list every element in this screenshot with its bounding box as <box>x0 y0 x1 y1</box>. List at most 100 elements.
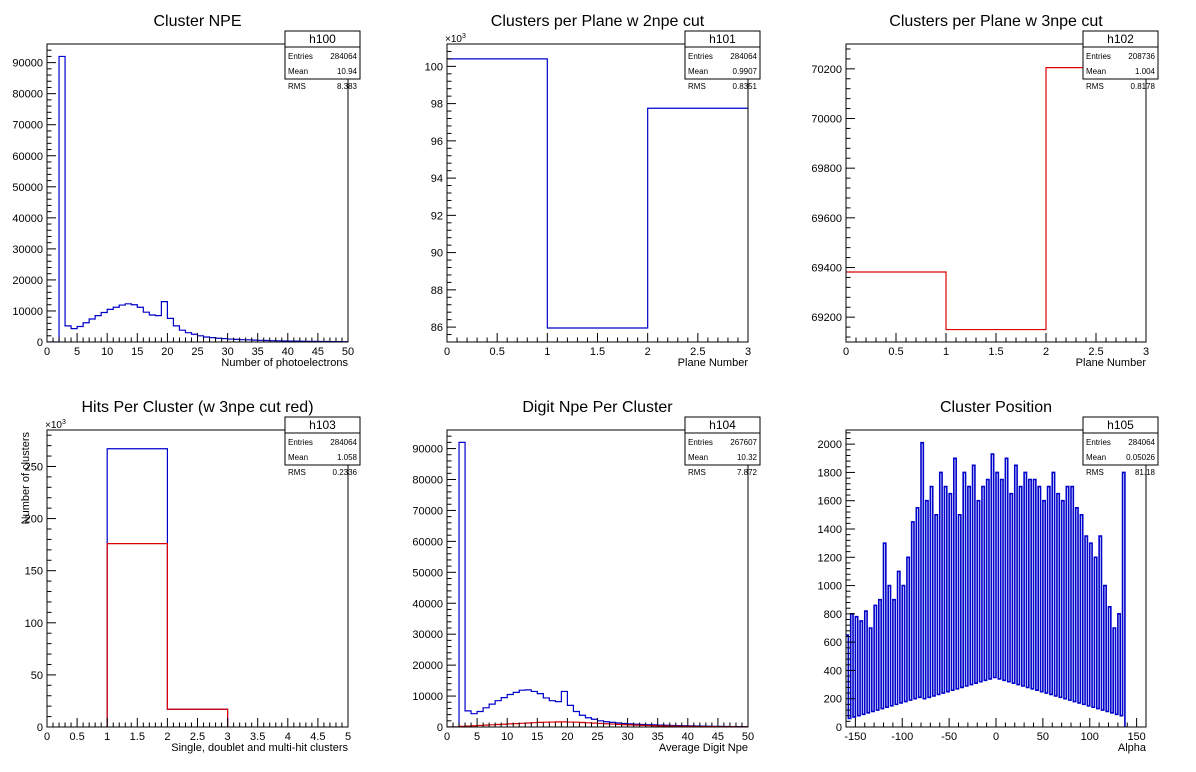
histogram-series-line <box>846 441 1126 727</box>
x-tick-label: 35 <box>252 346 264 358</box>
y-tick-label: 400 <box>824 665 842 677</box>
x-tick-label: 4.5 <box>310 731 325 743</box>
y-tick-label: 94 <box>431 173 443 185</box>
y-tick-label: 1600 <box>818 496 842 508</box>
stats-row-value: 10.94 <box>337 67 358 76</box>
stats-row-label: Mean <box>688 67 708 76</box>
x-tick-label: 5 <box>74 346 80 358</box>
x-tick-label: 1 <box>544 346 550 358</box>
x-tick-label: 50 <box>1037 731 1049 743</box>
stats-box-frame <box>684 30 761 80</box>
stats-box: h105 Entries 284064 Mean 0.05026 RMS 81.18 <box>1082 416 1159 477</box>
y-tick-label: 80000 <box>412 475 443 487</box>
stats-row-value: 0.9907 <box>733 67 758 76</box>
stats-box-frame <box>1082 30 1159 80</box>
y-tick-label: 70000 <box>412 505 443 517</box>
y-tick-label: 600 <box>824 637 842 649</box>
y-axis-label: Number of clusters <box>20 432 32 525</box>
y-tick-label: 50000 <box>12 182 43 194</box>
y-tick-label: 150 <box>25 566 43 578</box>
stats-row-value: 208736 <box>1128 52 1155 61</box>
histogram-series-line <box>47 55 348 342</box>
y-tick-label: 30000 <box>412 629 443 641</box>
x-tick-label: 2 <box>645 346 651 358</box>
x-tick-label: 0.5 <box>490 346 505 358</box>
histogram-panel-h101: Clusters per Plane w 2npe cut 0 0.5 1 1.5 2 2.… <box>425 13 761 369</box>
x-axis-label: Average Digit Npe <box>659 742 748 754</box>
x-axis-label: Plane Number <box>678 357 749 369</box>
x-tick-label: 4 <box>285 731 291 743</box>
y-tick-label: 60000 <box>12 151 43 163</box>
y-tick-label: 50000 <box>412 567 443 579</box>
x-tick-label: 45 <box>712 731 724 743</box>
histogram-panel-h102: Clusters per Plane w 3npe cut 0 0.5 1 1.5 2 2.… <box>811 13 1159 369</box>
stats-row-label: RMS <box>688 82 706 91</box>
y-tick-label: 2000 <box>818 439 842 451</box>
x-axis-label: Alpha <box>1118 742 1147 754</box>
y-tick-label: 0 <box>37 722 43 734</box>
x-tick-label: 2 <box>1043 346 1049 358</box>
x-tick-label: 0 <box>993 731 999 743</box>
panel-title: Digit Npe Per Cluster <box>522 399 673 416</box>
stats-row-value: 1.004 <box>1135 67 1156 76</box>
x-tick-label: -50 <box>941 731 957 743</box>
x-tick-label: 2.5 <box>690 346 705 358</box>
stats-row-label: Mean <box>288 67 308 76</box>
histogram-panel-h105: Cluster Position -150 -100 -50 0 50 100 150 0 200… <box>818 399 1159 754</box>
y-tick-label: 0 <box>836 722 842 734</box>
stats-row-value: 284064 <box>1128 438 1155 447</box>
stats-row-value: 7.872 <box>737 468 758 477</box>
y-tick-label: 1400 <box>818 524 842 536</box>
y-tick-label: 92 <box>431 210 443 222</box>
x-tick-label: 20 <box>561 731 573 743</box>
x-tick-label: 50 <box>342 346 354 358</box>
panel-title: Cluster Position <box>940 399 1052 416</box>
stats-box: h103 Entries 284064 Mean 1.058 RMS 0.2336 <box>284 416 361 477</box>
stats-row-value: 10.32 <box>737 453 758 462</box>
y-tick-label: 1200 <box>818 552 842 564</box>
stats-box-frame <box>1082 416 1159 466</box>
stats-row-value: 284064 <box>330 438 357 447</box>
y-tick-label: 96 <box>431 136 443 148</box>
x-tick-label: 0.5 <box>888 346 903 358</box>
stats-row-label: RMS <box>688 468 706 477</box>
y-tick-label: 70000 <box>811 114 842 126</box>
y-tick-label: 10000 <box>12 306 43 318</box>
x-tick-label: 3.5 <box>250 731 265 743</box>
y-tick-label: 69600 <box>811 213 842 225</box>
histogram-panel-h100: Cluster NPE 0 5 10 15 20 25 30 35 40 45 50 0 10000 200… <box>12 13 361 369</box>
stats-row-label: Mean <box>1086 453 1106 462</box>
stats-row-label: Entries <box>688 438 713 447</box>
panel-title: Clusters per Plane w 2npe cut <box>491 13 705 30</box>
histogram-panel-h103: Hits Per Cluster (w 3npe cut red) 0 0.5 1 1.… <box>20 399 361 754</box>
y-axis-exponent: ×103 <box>45 419 66 431</box>
x-tick-label: 0 <box>444 346 450 358</box>
stats-row-value: 0.2336 <box>333 468 358 477</box>
x-tick-label: 45 <box>312 346 324 358</box>
x-tick-label: 1 <box>943 346 949 358</box>
x-tick-label: 3 <box>225 731 231 743</box>
stats-row-value: 284064 <box>330 52 357 61</box>
panel-title: Clusters per Plane w 3npe cut <box>889 13 1103 30</box>
y-tick-label: 20000 <box>412 660 443 672</box>
stats-box-name: h104 <box>709 418 736 432</box>
y-tick-label: 1000 <box>818 581 842 593</box>
y-tick-label: 800 <box>824 609 842 621</box>
stats-box-name: h103 <box>309 418 336 432</box>
x-tick-label: 0 <box>44 346 50 358</box>
y-tick-label: 250 <box>25 461 43 473</box>
x-tick-label: 50 <box>742 731 754 743</box>
x-tick-label: 150 <box>1127 731 1145 743</box>
x-axis-label: Single, doublet and multi-hit clusters <box>171 742 348 754</box>
x-tick-label: 2 <box>164 731 170 743</box>
x-tick-label: 35 <box>652 731 664 743</box>
x-tick-label: 20 <box>161 346 173 358</box>
stats-row-label: Mean <box>288 453 308 462</box>
stats-box-frame <box>684 416 761 466</box>
x-axis-label: Number of photoelectrons <box>221 357 348 369</box>
y-tick-label: 86 <box>431 322 443 334</box>
stats-row-value: 0.8178 <box>1131 82 1156 91</box>
y-tick-label: 1800 <box>818 467 842 479</box>
stats-row-value: 0.8351 <box>733 82 758 91</box>
